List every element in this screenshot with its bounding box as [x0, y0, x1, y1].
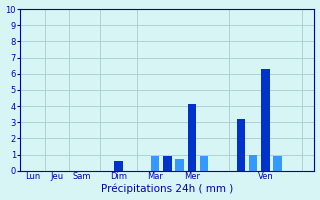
Bar	[200, 156, 208, 171]
Bar	[273, 156, 282, 171]
Bar	[261, 69, 270, 171]
Bar	[236, 119, 245, 171]
Bar	[188, 104, 196, 171]
Bar	[163, 156, 172, 171]
Bar	[249, 155, 257, 171]
Bar	[114, 161, 123, 171]
Bar	[175, 159, 184, 171]
X-axis label: Précipitations 24h ( mm ): Précipitations 24h ( mm )	[101, 184, 234, 194]
Bar	[151, 156, 159, 171]
